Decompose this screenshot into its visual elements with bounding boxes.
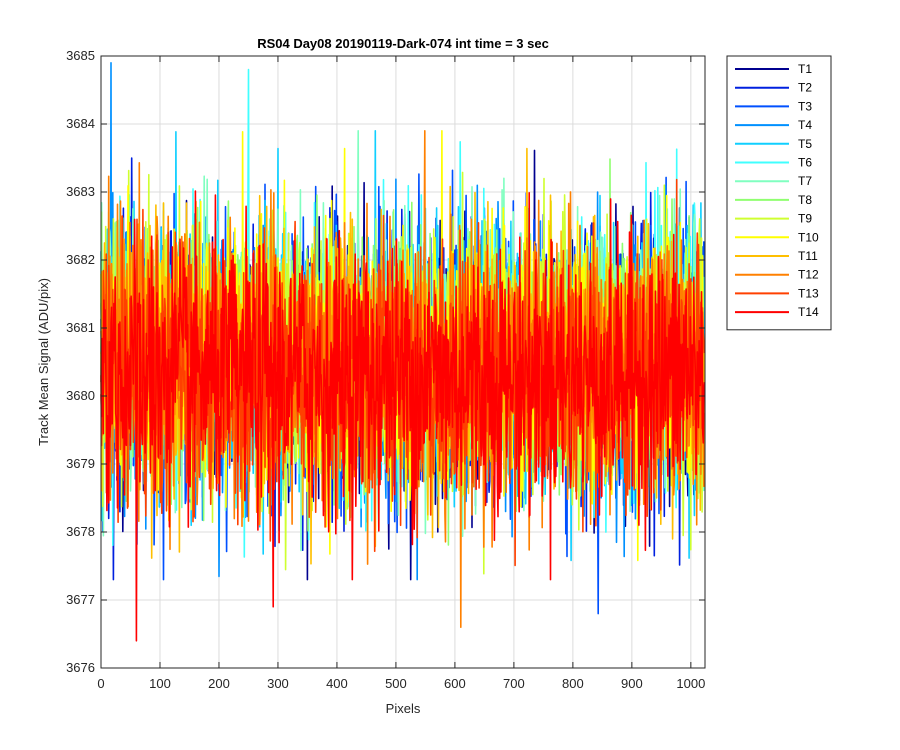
x-tick-label: 800 <box>562 676 584 691</box>
plot-area <box>100 62 706 642</box>
legend-item: T7 <box>735 174 812 188</box>
legend-item: T8 <box>735 193 812 207</box>
legend-item: T13 <box>735 286 819 300</box>
legend-item: T6 <box>735 156 812 170</box>
x-tick-label: 200 <box>208 676 230 691</box>
legend-item: T14 <box>735 305 819 319</box>
y-axis-label: Track Mean Signal (ADU/pix) <box>36 278 51 446</box>
legend-item: T1 <box>735 62 812 76</box>
legend-item: T10 <box>735 230 819 244</box>
legend-label: T3 <box>798 99 812 113</box>
x-tick-label: 100 <box>149 676 171 691</box>
legend-label: T7 <box>798 174 812 188</box>
legend-label: T14 <box>798 305 819 319</box>
legend-label: T6 <box>798 156 812 170</box>
legend-item: T12 <box>735 268 819 282</box>
legend: T1 T2 T3 T4 T5 T6 T7 T8 T9 T10 T11 T12 T13 T14 <box>726 55 832 331</box>
legend-label: T1 <box>798 62 812 76</box>
y-tick-label: 3676 <box>66 660 95 675</box>
legend-label: T9 <box>798 212 812 226</box>
legend-item: T11 <box>735 249 818 263</box>
legend-label: T2 <box>798 81 812 95</box>
y-tick-label: 3680 <box>66 388 95 403</box>
legend-label: T5 <box>798 137 812 151</box>
y-tick-label: 3683 <box>66 184 95 199</box>
y-tick-label: 3684 <box>66 116 95 131</box>
y-tick-label: 3678 <box>66 524 95 539</box>
x-tick-label: 1000 <box>676 676 705 691</box>
legend-item: T2 <box>735 81 812 95</box>
y-tick-label: 3685 <box>66 48 95 63</box>
series-line-t14 <box>100 190 706 642</box>
legend-label: T10 <box>798 230 819 244</box>
x-axis-ticks: 0 100 200 300 400 500 600 700 800 900 1000 <box>97 56 705 691</box>
x-tick-label: 700 <box>503 676 525 691</box>
chart-title: RS04 Day08 20190119-Dark-074 int time = … <box>257 36 549 51</box>
x-tick-label: 900 <box>621 676 643 691</box>
y-tick-label: 3677 <box>66 592 95 607</box>
legend-item: T4 <box>735 118 812 132</box>
y-tick-label: 3681 <box>66 320 95 335</box>
x-tick-label: 300 <box>267 676 289 691</box>
legend-item: T3 <box>735 99 812 113</box>
legend-box <box>726 55 832 331</box>
legend-label: T4 <box>798 118 812 132</box>
y-tick-label: 3682 <box>66 252 95 267</box>
legend-label: T11 <box>798 249 818 263</box>
legend-item: T9 <box>735 212 812 226</box>
legend-label: T13 <box>798 286 819 300</box>
y-axis-ticks: 3676 3677 3678 3679 3680 3681 3682 3683 3684 3685 <box>66 48 705 675</box>
x-tick-label: 600 <box>444 676 466 691</box>
x-tick-label: 500 <box>385 676 407 691</box>
legend-label: T8 <box>798 193 812 207</box>
legend-item: T5 <box>735 137 812 151</box>
axes-box <box>100 55 706 669</box>
legend-label: T12 <box>798 268 819 282</box>
x-tick-label: 0 <box>97 676 104 691</box>
x-tick-label: 400 <box>326 676 348 691</box>
y-tick-label: 3679 <box>66 456 95 471</box>
x-axis-label: Pixels <box>386 701 421 716</box>
